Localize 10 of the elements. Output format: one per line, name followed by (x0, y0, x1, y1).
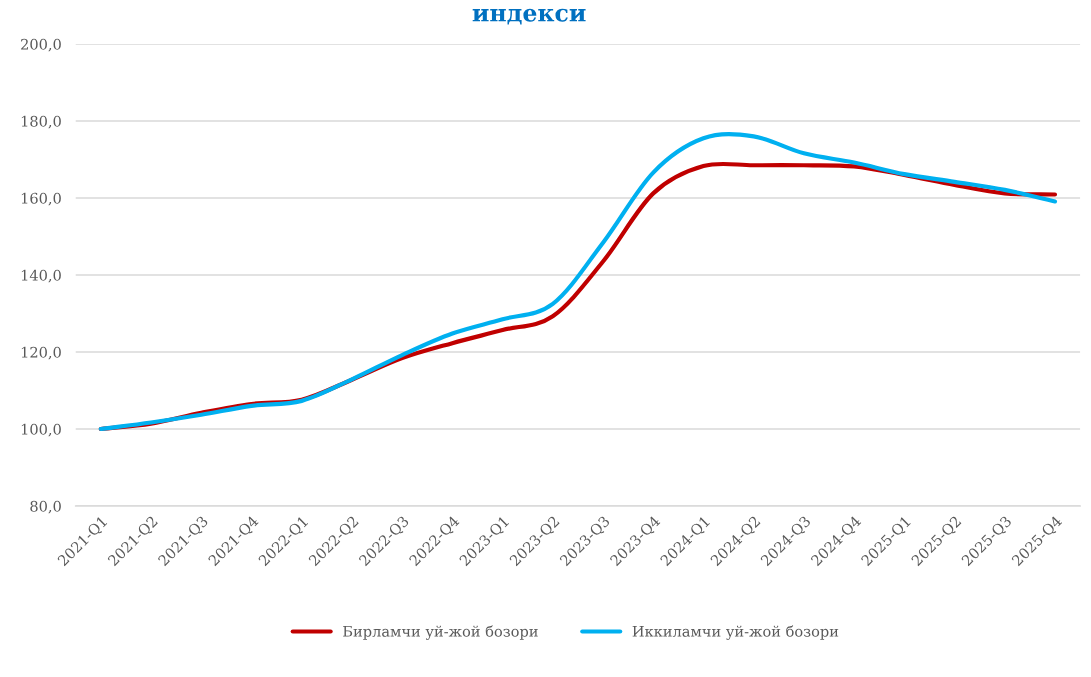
legend-label: Бирламчи уй-жой бозори (343, 625, 538, 640)
chart-title: индекси (472, 8, 586, 25)
y-tick-label: 100,0 (21, 423, 61, 437)
y-tick-label: 140,0 (21, 269, 61, 283)
y-tick-label: 80,0 (30, 500, 61, 514)
y-tick-label: 120,0 (21, 346, 61, 360)
y-tick-label: 180,0 (21, 115, 61, 129)
legend-label: Иккиламчи уй-жой бозори (632, 625, 839, 640)
y-tick-label: 160,0 (21, 192, 61, 206)
y-tick-label: 200,0 (21, 38, 61, 52)
